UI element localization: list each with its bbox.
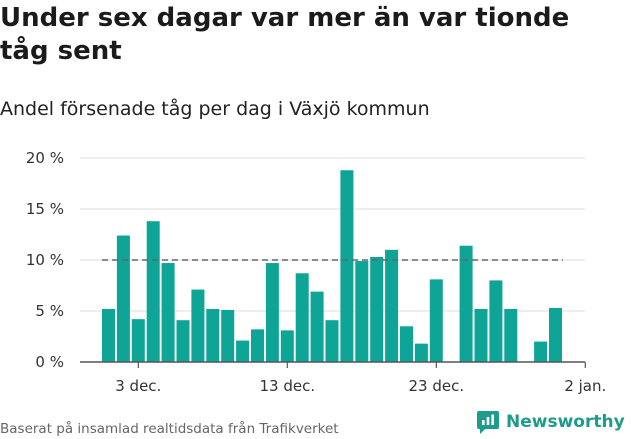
bar[interactable] [400, 326, 413, 362]
bar[interactable] [459, 245, 473, 362]
chart-title: Under sex dagar var mer än var tionde tå… [0, 3, 570, 66]
newsworthy-logo-icon [477, 411, 499, 434]
bar[interactable] [146, 221, 160, 362]
bar[interactable] [295, 273, 309, 362]
bar[interactable] [325, 320, 339, 362]
bar-chart: 0 % 5 % 10 % 15 % 20 % 3 dec. 13 dec. 23 dec. 2 … [26, 149, 606, 395]
bar[interactable] [251, 329, 264, 362]
newsworthy-logo[interactable]: Newsworthy [476, 408, 625, 436]
bar[interactable] [206, 308, 220, 362]
bar[interactable] [504, 308, 518, 362]
bars [102, 170, 562, 362]
brand-name: Newsworthy [506, 412, 625, 432]
bar[interactable] [549, 307, 562, 362]
x-tick-label: 3 dec. [115, 377, 161, 395]
bar[interactable] [102, 308, 115, 362]
source-note: Baserat på insamlad realtidsdata från Tr… [0, 421, 339, 437]
chart-subtitle: Andel försenade tåg per dag i Växjö komm… [0, 98, 430, 120]
bar[interactable] [191, 289, 205, 362]
bar[interactable] [474, 308, 488, 362]
x-tick-label: 2 jan. [564, 377, 606, 395]
bar[interactable] [221, 309, 235, 362]
y-tick-label: 0 % [35, 353, 64, 371]
bar[interactable] [385, 249, 399, 362]
bar[interactable] [370, 256, 384, 362]
x-tick-label: 23 dec. [408, 377, 464, 395]
bar[interactable] [176, 320, 190, 362]
bar[interactable] [161, 263, 175, 362]
bar[interactable] [265, 263, 279, 362]
axes [80, 361, 586, 368]
y-tick-label: 10 % [26, 251, 64, 269]
bar[interactable] [236, 340, 250, 362]
y-tick-label: 20 % [26, 149, 64, 167]
bar[interactable] [280, 330, 294, 362]
bar[interactable] [340, 170, 354, 362]
y-tick-label: 15 % [26, 200, 64, 218]
bar[interactable] [131, 319, 145, 362]
bar[interactable] [414, 343, 428, 362]
bar[interactable] [489, 280, 503, 362]
bar[interactable] [429, 279, 443, 362]
bar[interactable] [310, 291, 324, 362]
tick-labels: 0 % 5 % 10 % 15 % 20 % 3 dec. 13 dec. 23 dec. 2 … [26, 149, 606, 395]
y-tick-label: 5 % [35, 302, 64, 320]
bar[interactable] [116, 235, 130, 362]
bar[interactable] [534, 341, 548, 362]
x-tick-label: 13 dec. [259, 377, 315, 395]
bar[interactable] [355, 261, 369, 362]
